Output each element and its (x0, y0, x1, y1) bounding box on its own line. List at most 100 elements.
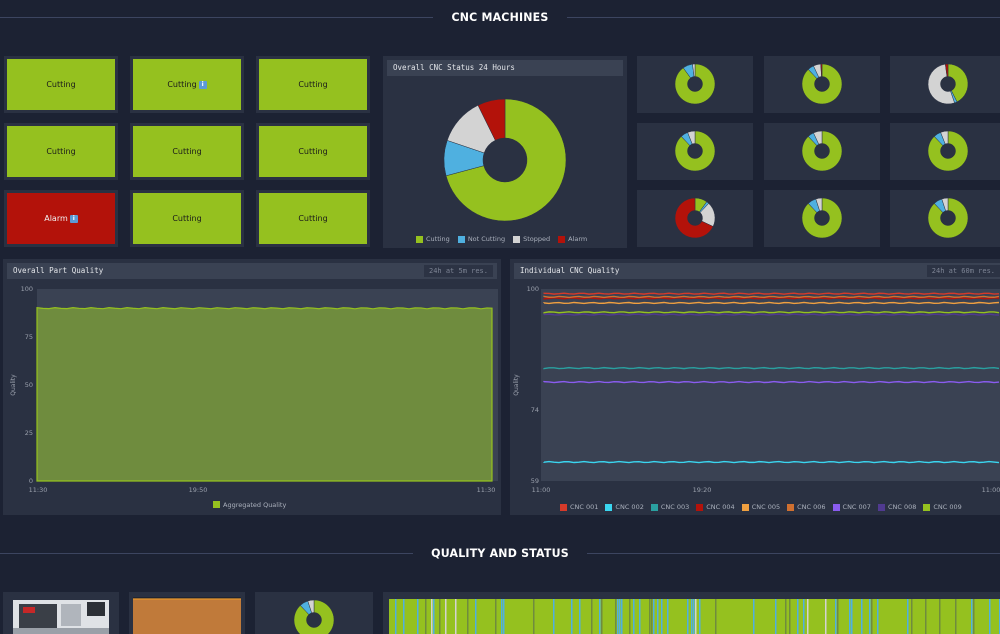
series-line-cnc-008[interactable] (543, 313, 1000, 316)
machine-tile[interactable]: Cutting (256, 56, 370, 113)
machine-tile[interactable]: Cutting (4, 56, 118, 113)
divider (0, 552, 414, 554)
overall-status-panel: Overall CNC Status 24 Hours Cutting Not C… (383, 56, 627, 248)
timeline-segment (687, 599, 689, 634)
machine-tile[interactable]: Alarm i (4, 190, 118, 247)
series-line-cnc-007[interactable] (543, 380, 1000, 384)
machine-donut-slice-cutting[interactable] (947, 63, 969, 103)
machine-donut-slice-cutting[interactable] (801, 63, 843, 105)
panel-title: Overall CNC Status 24 Hours (387, 60, 623, 76)
machine-donut-slice-alarm[interactable] (945, 63, 949, 77)
timeline-segment (807, 599, 809, 634)
legend-label: CNC 003 (660, 503, 690, 511)
machine-donut-tile[interactable] (637, 56, 753, 113)
status-donut-tile (255, 592, 373, 634)
aggregated-quality-area[interactable] (36, 306, 493, 482)
machine-status-label: Cutting (298, 80, 328, 89)
machine-donut-slice-cutting[interactable] (674, 130, 716, 172)
machine-donut-tile[interactable] (637, 123, 753, 180)
legend-label: CNC 004 (706, 503, 735, 511)
machine-status-label: Cutting (46, 80, 76, 89)
machine-tile[interactable]: Cutting (256, 123, 370, 180)
legend-swatch (650, 503, 658, 511)
legend-item[interactable]: CNC 004 (696, 503, 735, 511)
machine-donut-slice-alarm[interactable] (820, 63, 823, 77)
machine-donut-slice-cutting[interactable] (801, 130, 843, 172)
machine-donut-slice-cutting[interactable] (674, 63, 716, 105)
machine-donut-slice-stopped[interactable] (815, 197, 823, 212)
machine-donut-slice-stopped[interactable] (692, 63, 696, 77)
series-line-cnc-004[interactable] (543, 297, 1000, 300)
machine-donut (674, 63, 716, 105)
series-line-cnc-003[interactable] (543, 366, 1000, 370)
legend-item-alarm[interactable]: Alarm (558, 235, 587, 243)
legend-item-stopped[interactable]: Stopped (513, 235, 550, 243)
info-icon[interactable]: i (198, 80, 207, 89)
machine-status: Cutting (7, 126, 115, 177)
machine-donut-tile[interactable] (764, 123, 880, 180)
machine-donut-slice-stopped[interactable] (927, 63, 955, 105)
legend-item-not-cutting[interactable]: Not Cutting (457, 235, 505, 243)
legend-item[interactable]: CNC 001 (560, 503, 598, 511)
status-timeline-chart (389, 599, 1000, 634)
bottom-donut-slice-stopped[interactable] (307, 599, 315, 614)
machine-donut-slice-stopped[interactable] (813, 130, 823, 145)
legend-item[interactable]: CNC 006 (787, 503, 826, 511)
machine-donut-slice-stopped[interactable] (941, 197, 949, 212)
timeline-segment (691, 599, 693, 634)
timeline-segment (851, 599, 853, 634)
machine-donut-tile[interactable] (637, 190, 753, 247)
machine-donut-slice-alarm[interactable] (674, 197, 714, 239)
machine-donut-slice-stopped[interactable] (940, 130, 949, 145)
machine-donut-slice-cutting[interactable] (801, 197, 843, 239)
legend-item[interactable]: CNC 009 (923, 503, 962, 511)
time-range-button[interactable]: 24h at 5m res. (423, 265, 493, 277)
machine-status-label: Cutting (46, 147, 76, 156)
machine-donut-tile[interactable] (890, 56, 1000, 113)
machine-tile[interactable]: Cutting i (130, 56, 244, 113)
series-line-cnc-002[interactable] (543, 460, 1000, 464)
timeline-segment (649, 599, 651, 634)
legend-item-cutting[interactable]: Cutting (416, 235, 450, 243)
legend-item[interactable]: CNC 005 (741, 503, 780, 511)
machine-donut-tile[interactable] (764, 190, 880, 247)
machine-donut-tile[interactable] (764, 56, 880, 113)
machine-donut-tile[interactable] (890, 190, 1000, 247)
info-icon[interactable]: i (69, 214, 78, 223)
machine-donut-tile[interactable] (890, 123, 1000, 180)
machine-donut-slice-stopped[interactable] (687, 130, 696, 145)
timeline-segment (835, 599, 837, 634)
legend-item[interactable]: CNC 007 (832, 503, 871, 511)
machine-tile[interactable]: Cutting (4, 123, 118, 180)
machine-tile[interactable]: Cutting (130, 123, 244, 180)
panel-title: Overall Part Quality 24h at 5m res. (7, 263, 497, 279)
overall-status-slice-cutting[interactable] (445, 98, 567, 222)
quality-area-thumbnail (133, 597, 241, 634)
timeline-segment (533, 599, 535, 634)
legend-item[interactable]: CNC 008 (877, 503, 916, 511)
timeline-segment (619, 599, 621, 634)
timeline-segment (825, 599, 827, 634)
machine-tile[interactable]: Cutting (256, 190, 370, 247)
series-line-cnc-006[interactable] (543, 295, 1000, 299)
machine-donut (801, 130, 843, 172)
series-line-cnc-001[interactable] (543, 292, 1000, 295)
legend-item[interactable]: CNC 002 (605, 503, 644, 511)
series-line-cnc-005[interactable] (543, 301, 1000, 305)
cnc-quality-panel: Individual CNC Quality 24h at 60m res. 5… (510, 259, 1000, 515)
legend-swatch (787, 503, 795, 511)
legend-swatch (877, 503, 885, 511)
legend-item[interactable]: CNC 003 (650, 503, 690, 511)
machine-donut-slice-cutting[interactable] (927, 197, 969, 239)
series-line-cnc-009[interactable] (543, 311, 1000, 314)
timeline-segment (715, 599, 717, 634)
timeline-segment (911, 599, 913, 634)
time-range-button[interactable]: 24h at 60m res. (926, 265, 1000, 277)
overall-status-slice-alarm[interactable] (477, 98, 506, 141)
bottom-donut-slice-cutting[interactable] (293, 599, 335, 634)
machine-tile[interactable]: Cutting (130, 190, 244, 247)
machine-donut-slice-cutting[interactable] (927, 130, 969, 172)
timeline-segment (695, 599, 697, 634)
timeline-segment (939, 599, 941, 634)
panel-title: Individual CNC Quality 24h at 60m res. (514, 263, 1000, 279)
